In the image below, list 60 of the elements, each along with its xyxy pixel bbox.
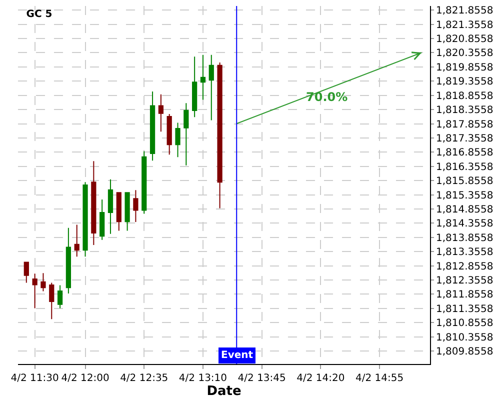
candlestick xyxy=(100,198,105,240)
y-tick-label: 1,810.8558 xyxy=(436,318,494,330)
candlestick xyxy=(24,262,29,284)
candlestick xyxy=(166,113,172,156)
y-tick-label: 1,810.3558 xyxy=(436,332,494,344)
x-tick-label: 4/2 13:10 xyxy=(178,373,228,384)
y-tick-label: 1,815.3558 xyxy=(436,190,494,202)
candlestick xyxy=(32,273,38,309)
candlestick xyxy=(217,62,222,209)
series-label: 70.0% xyxy=(306,90,348,104)
candlestick xyxy=(200,54,206,100)
x-tick-label: 4/2 14:55 xyxy=(356,373,404,384)
candlestick xyxy=(66,227,72,294)
y-tick-label: 1,815.8558 xyxy=(436,176,494,188)
candlestick xyxy=(108,178,114,234)
y-tick-label: 1,819.8558 xyxy=(436,62,494,74)
x-tick-label: 4/2 12:35 xyxy=(120,373,168,384)
y-tick-label: 1,809.8558 xyxy=(436,346,494,358)
y-tick-label: 1,812.8558 xyxy=(436,261,494,272)
y-tick-label: 1,820.8558 xyxy=(436,34,494,46)
y-tick-label: 1,817.3558 xyxy=(436,133,494,144)
y-tick-label: 1,811.8558 xyxy=(436,290,494,301)
candlestick xyxy=(142,150,147,214)
y-tick-label: 1,812.3558 xyxy=(436,276,494,287)
y-tick-label: 1,818.3558 xyxy=(436,105,494,116)
candlestick xyxy=(133,190,138,222)
y-tick-label: 1,819.3558 xyxy=(436,76,494,88)
y-tick-label: 1,820.3558 xyxy=(436,48,494,60)
candlestick xyxy=(74,224,80,258)
candlestick xyxy=(49,282,54,320)
y-tick-label: 1,811.3558 xyxy=(436,304,494,315)
y-tick-label: 1,813.8558 xyxy=(436,232,494,244)
candlestick xyxy=(82,182,88,258)
x-tick-label: 4/2 14:20 xyxy=(296,373,345,384)
y-tick-label: 1,821.8558 xyxy=(436,6,494,17)
y-tick-label: 1,814.3558 xyxy=(436,218,494,230)
x-axis-title: Date xyxy=(206,384,242,399)
y-tick-label: 1,816.3558 xyxy=(436,162,494,173)
x-tick-label: 4/2 13:45 xyxy=(238,373,286,384)
candlestick xyxy=(116,192,122,232)
candlestick xyxy=(91,160,96,246)
y-tick-label: 1,816.8558 xyxy=(436,148,494,159)
chart-title: GC 5 xyxy=(26,9,52,20)
candlestick xyxy=(124,192,130,232)
x-tick-label: 4/2 11:30 xyxy=(10,373,59,384)
candlestick xyxy=(158,94,164,132)
y-tick-label: 1,817.8558 xyxy=(436,119,494,130)
candlestick xyxy=(208,54,214,121)
ref-line-label: Event xyxy=(221,350,254,361)
y-tick-label: 1,814.8558 xyxy=(436,204,494,216)
candlestick xyxy=(192,56,198,118)
y-tick-label: 1,821.3558 xyxy=(436,20,494,31)
y-tick-label: 1,813.3558 xyxy=(436,247,494,258)
candlestick xyxy=(175,122,180,158)
candlestick xyxy=(150,91,156,162)
candlestick xyxy=(40,272,46,292)
candlestick xyxy=(57,284,63,309)
x-tick-label: 4/2 12:00 xyxy=(61,373,110,384)
y-tick-label: 1,818.8558 xyxy=(436,90,494,102)
candlestick xyxy=(184,102,189,166)
